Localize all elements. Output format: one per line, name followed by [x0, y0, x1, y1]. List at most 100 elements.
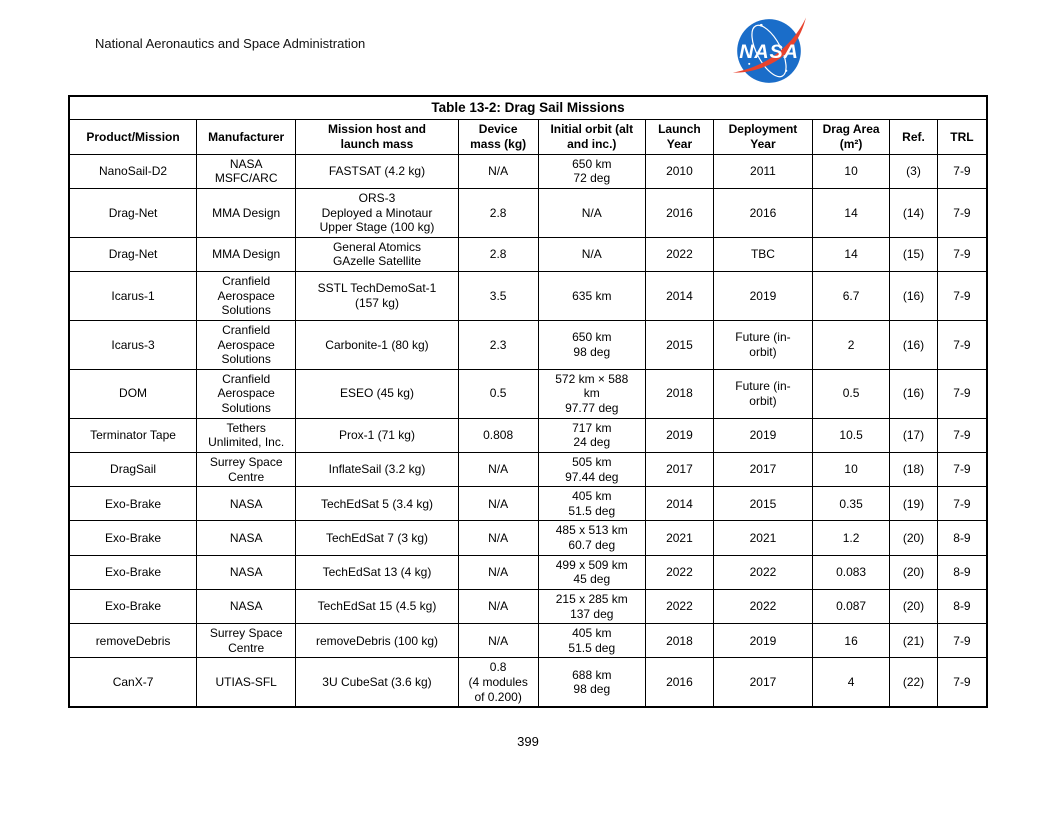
table-cell: DOM: [68, 368, 198, 419]
table-cell: SSTL TechDemoSat-1 (157 kg): [295, 271, 459, 321]
table-cell: NanoSail-D2: [68, 153, 198, 189]
agency-header-text: National Aeronautics and Space Administr…: [95, 36, 366, 51]
table-cell: 4: [812, 657, 891, 708]
table-cell: 7-9: [936, 451, 988, 488]
table-cell: 2.8: [457, 187, 539, 238]
table-cell: Exo-Brake: [68, 486, 198, 522]
table-cell: 505 km 97.44 deg: [537, 451, 646, 488]
table-cell: N/A: [537, 187, 646, 238]
table-row: Drag-Net MMA Design ORS-3 Deployed a Minot…: [68, 187, 988, 238]
column-header: Initial orbit (alt and inc.): [537, 119, 646, 155]
table-cell: N/A: [457, 588, 539, 625]
table-cell: Tethers Unlimited, Inc.: [196, 417, 297, 453]
table-cell: N/A: [457, 486, 539, 522]
table-row: Exo-Brake NASA TechEdSat 7 (3 kg) N/A 485 x …: [68, 520, 988, 556]
table-cell: removeDebris: [68, 623, 198, 659]
table-cell: 7-9: [936, 486, 988, 522]
page-number: 399: [517, 734, 539, 749]
table-row: Icarus-1 Cranfield Aerospace Solutions SST…: [68, 271, 988, 321]
table-cell: 0.8 (4 modules of 0.200): [457, 657, 539, 708]
table-cell: 8-9: [936, 520, 988, 556]
table-row: Exo-Brake NASA TechEdSat 13 (4 kg) N/A 499 x…: [68, 554, 988, 590]
table-cell: 485 x 513 km 60.7 deg: [537, 520, 646, 556]
table-cell: MMA Design: [196, 187, 297, 238]
table-cell: (16): [889, 319, 938, 370]
table-cell: N/A: [457, 623, 539, 659]
table-cell: 2021: [712, 520, 814, 556]
table-cell: 572 km × 588 km 97.77 deg: [537, 368, 646, 419]
table-cell: Cranfield Aerospace Solutions: [196, 319, 297, 370]
column-header: Launch Year: [644, 119, 714, 155]
table-cell: NASA: [196, 588, 297, 625]
table-cell: 0.087: [812, 588, 891, 625]
table-cell: Icarus-1: [68, 271, 198, 321]
table-cell: 7-9: [936, 368, 988, 419]
table-cell: (20): [889, 588, 938, 625]
table-cell: (19): [889, 486, 938, 522]
table-cell: 405 km 51.5 deg: [537, 486, 646, 522]
table-cell: 2022: [644, 236, 714, 273]
nasa-logo-wordmark: NASA: [739, 41, 798, 63]
table-cell: N/A: [537, 236, 646, 273]
table-cell: (21): [889, 623, 938, 659]
table-cell: Cranfield Aerospace Solutions: [196, 271, 297, 321]
table-cell: FASTSAT (4.2 kg): [295, 153, 459, 189]
table-cell: 6.7: [812, 271, 891, 321]
table-cell: 7-9: [936, 319, 988, 370]
table-cell: DragSail: [68, 451, 198, 488]
table-row: NanoSail-D2 NASA MSFC/ARC FASTSAT (4.2 kg)…: [68, 153, 988, 189]
table-cell: (17): [889, 417, 938, 453]
table-cell: Cranfield Aerospace Solutions: [196, 368, 297, 419]
nasa-logo-star: [785, 69, 788, 72]
table-row: Exo-Brake NASA TechEdSat 5 (3.4 kg) N/A 405 …: [68, 486, 988, 522]
table-cell: (22): [889, 657, 938, 708]
table-cell: 499 x 509 km 45 deg: [537, 554, 646, 590]
column-header: Manufacturer: [196, 119, 297, 155]
table-cell: 405 km 51.5 deg: [537, 623, 646, 659]
table-cell: TBC: [712, 236, 814, 273]
table-cell: (20): [889, 554, 938, 590]
table-row: removeDebris Surrey Space Centre removeDeb…: [68, 623, 988, 659]
table-cell: 7-9: [936, 153, 988, 189]
table-cell: 0.808: [457, 417, 539, 453]
table-row: Terminator Tape Tethers Unlimited, Inc. Pr…: [68, 417, 988, 453]
table-container: Table 13-2: Drag Sail Missions Product/M…: [68, 95, 988, 709]
table-cell: Surrey Space Centre: [196, 451, 297, 488]
table-cell: 2019: [712, 417, 814, 453]
table-cell: 2010: [644, 153, 714, 189]
table-cell: CanX-7: [68, 657, 198, 708]
table-cell: 2017: [644, 451, 714, 488]
table-cell: 0.35: [812, 486, 891, 522]
nasa-logo-sphere: [737, 19, 801, 83]
column-header: Drag Area (m²): [812, 119, 891, 155]
table-cell: 16: [812, 623, 891, 659]
table-cell: N/A: [457, 451, 539, 488]
table-row: Exo-Brake NASA TechEdSat 15 (4.5 kg) N/A 215…: [68, 588, 988, 625]
table-cell: 2014: [644, 486, 714, 522]
column-header: Device mass (kg): [457, 119, 539, 155]
nasa-logo-swoosh: [732, 17, 806, 73]
table-cell: 635 km: [537, 271, 646, 321]
table-cell: 650 km 98 deg: [537, 319, 646, 370]
table-cell: 2018: [644, 623, 714, 659]
column-header: Ref.: [889, 119, 938, 155]
table-cell: Exo-Brake: [68, 520, 198, 556]
table-cell: 2017: [712, 451, 814, 488]
table-cell: InflateSail (3.2 kg): [295, 451, 459, 488]
table-cell: (16): [889, 368, 938, 419]
table-cell: 7-9: [936, 236, 988, 273]
nasa-logo-icon: NASA: [732, 17, 806, 83]
nasa-logo-star: [748, 62, 751, 65]
table-cell: 2.3: [457, 319, 539, 370]
table-cell: 8-9: [936, 554, 988, 590]
table-cell: 7-9: [936, 623, 988, 659]
table-cell: 0.5: [457, 368, 539, 419]
table-cell: 2022: [644, 588, 714, 625]
table-cell: 8-9: [936, 588, 988, 625]
table-cell: 2016: [644, 657, 714, 708]
table-cell: 2022: [644, 554, 714, 590]
table-cell: TechEdSat 15 (4.5 kg): [295, 588, 459, 625]
table-cell: 2022: [712, 588, 814, 625]
table-cell: 14: [812, 187, 891, 238]
